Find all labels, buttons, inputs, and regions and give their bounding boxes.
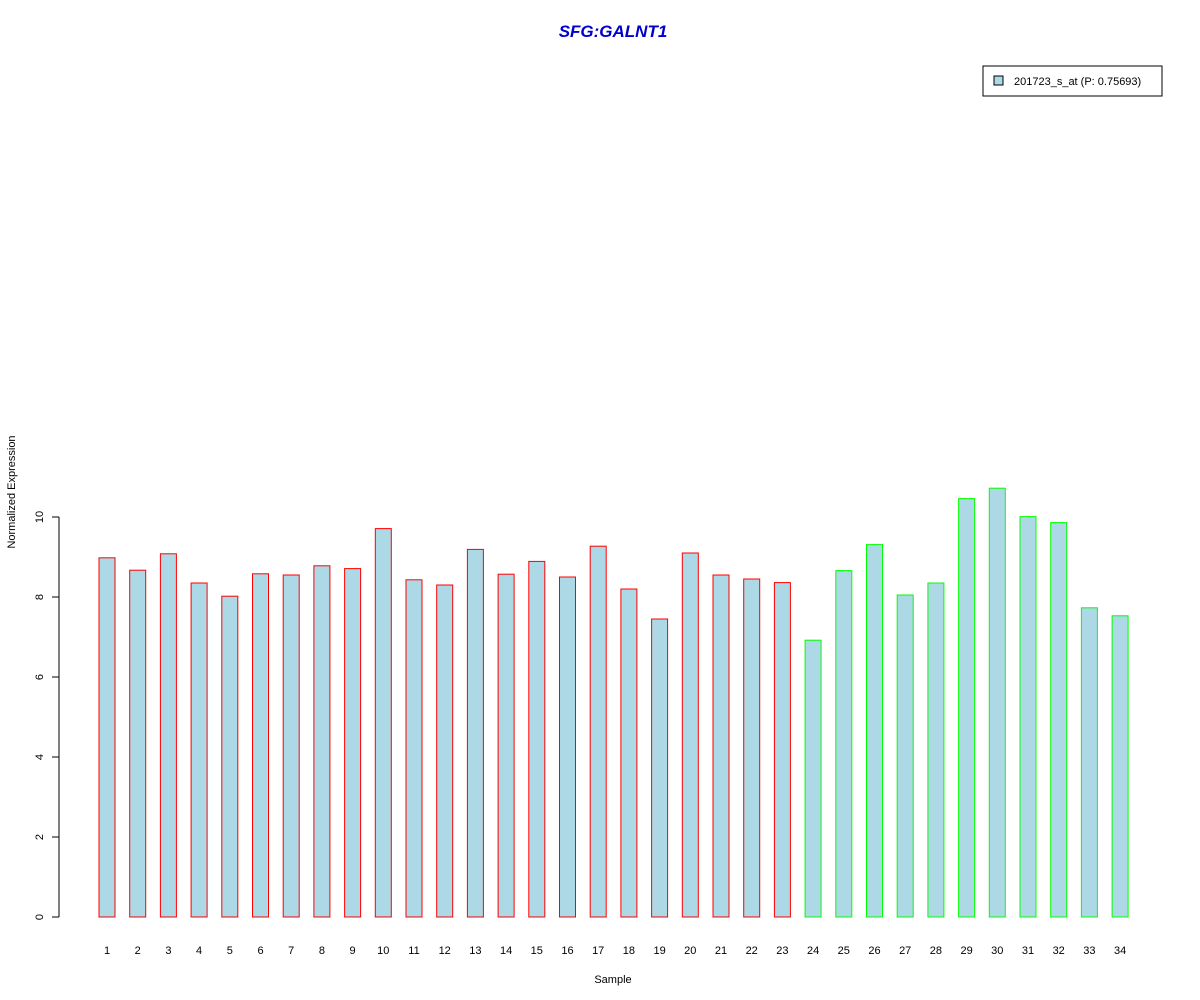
bar-sample-4	[190, 582, 208, 918]
bar-sample-34	[1111, 615, 1129, 918]
x-tick-label: 18	[623, 945, 635, 957]
legend-entry-label: 201723_s_at (P: 0.75693)	[1014, 76, 1141, 88]
bar-sample-1	[98, 557, 116, 918]
bar-sample-15	[528, 560, 546, 918]
x-tick-label: 11	[408, 945, 419, 957]
x-tick-label: 24	[807, 945, 819, 957]
bar-sample-29	[958, 498, 976, 918]
x-tick-label: 4	[196, 945, 202, 957]
bar-sample-9	[344, 568, 362, 918]
x-tick-label: 15	[531, 945, 543, 957]
x-tick-label: 13	[469, 945, 481, 957]
x-tick-label: 21	[715, 945, 727, 957]
x-tick-label: 25	[838, 945, 850, 957]
bar-sample-23	[773, 582, 791, 918]
x-tick-label: 26	[868, 945, 880, 957]
bar-sample-18	[620, 588, 638, 918]
x-tick-label: 32	[1053, 945, 1065, 957]
bar-sample-25	[835, 570, 853, 918]
x-tick-label: 5	[227, 945, 233, 957]
bar-sample-13	[466, 548, 484, 918]
y-axis-label: Normalized Expression	[6, 435, 18, 548]
bar-sample-10	[374, 528, 392, 918]
bar-sample-3	[159, 553, 177, 918]
x-tick-label: 8	[319, 945, 325, 957]
x-tick-label: 23	[776, 945, 788, 957]
x-tick-label: 16	[561, 945, 573, 957]
x-tick-label: 34	[1114, 945, 1126, 957]
bar-sample-20	[681, 552, 699, 918]
bar-sample-2	[129, 569, 147, 918]
x-tick-labels: 1 2 3 4 5 6 7 8 9 10 11 12 13 14 15 16 17 18 19 20 21 22 23 24 2…	[104, 945, 1126, 957]
x-tick-label: 28	[930, 945, 942, 957]
y-tick-label: 8	[34, 594, 46, 600]
bar-sample-26	[866, 544, 883, 918]
x-tick-label: 19	[653, 945, 665, 957]
bar-sample-33	[1080, 607, 1098, 918]
legend-box	[982, 65, 1163, 97]
x-tick-label: 3	[165, 945, 171, 957]
y-tick-label: 0	[34, 914, 46, 920]
bar-sample-24	[804, 639, 822, 918]
x-tick-label: 2	[135, 945, 141, 957]
legend: 201723_s_at (P: 0.75693)	[982, 65, 1163, 97]
legend-swatch	[993, 75, 1004, 86]
y-tick-label: 4	[34, 754, 46, 760]
bar-sample-31	[1019, 516, 1037, 918]
x-tick-label: 20	[684, 945, 696, 957]
bar-sample-8	[313, 565, 331, 918]
x-tick-label: 12	[439, 945, 451, 957]
bar-sample-7	[282, 574, 300, 918]
x-tick-label: 17	[592, 945, 604, 957]
bar-sample-5	[221, 595, 239, 918]
chart-title: SFG:GALNT1	[559, 22, 668, 41]
x-tick-label: 22	[746, 945, 758, 957]
x-axis-label: Sample	[594, 974, 631, 986]
x-tick-label: 30	[991, 945, 1003, 957]
x-tick-label: 14	[500, 945, 512, 957]
x-tick-label: 31	[1022, 945, 1034, 957]
bar-sample-30	[988, 487, 1006, 918]
x-tick-label: 10	[377, 945, 389, 957]
x-tick-label: 1	[104, 945, 110, 957]
y-tick-label: 2	[34, 834, 46, 840]
bar-sample-16	[559, 576, 576, 918]
bar-sample-27	[896, 594, 914, 918]
bar-sample-32	[1050, 522, 1068, 918]
bar-sample-12	[436, 584, 454, 918]
x-tick-label: 6	[257, 945, 263, 957]
y-tick-label: 6	[34, 674, 46, 680]
x-tick-label: 27	[899, 945, 911, 957]
bar-sample-11	[405, 579, 423, 918]
bar-sample-17	[589, 545, 607, 918]
x-tick-label: 9	[350, 945, 356, 957]
y-axis: 0 2 4 6 8 10	[34, 511, 60, 920]
bar-sample-19	[651, 618, 669, 918]
bar-sample-6	[252, 573, 269, 918]
bar-sample-21	[712, 574, 730, 918]
y-tick-label: 10	[34, 511, 46, 523]
x-tick-label: 7	[288, 945, 294, 957]
bar-sample-22	[743, 578, 761, 918]
x-tick-label: 29	[960, 945, 972, 957]
bar-sample-14	[497, 573, 515, 918]
bars-group	[98, 487, 1129, 918]
bar-sample-28	[927, 582, 945, 918]
x-tick-label: 33	[1083, 945, 1095, 957]
